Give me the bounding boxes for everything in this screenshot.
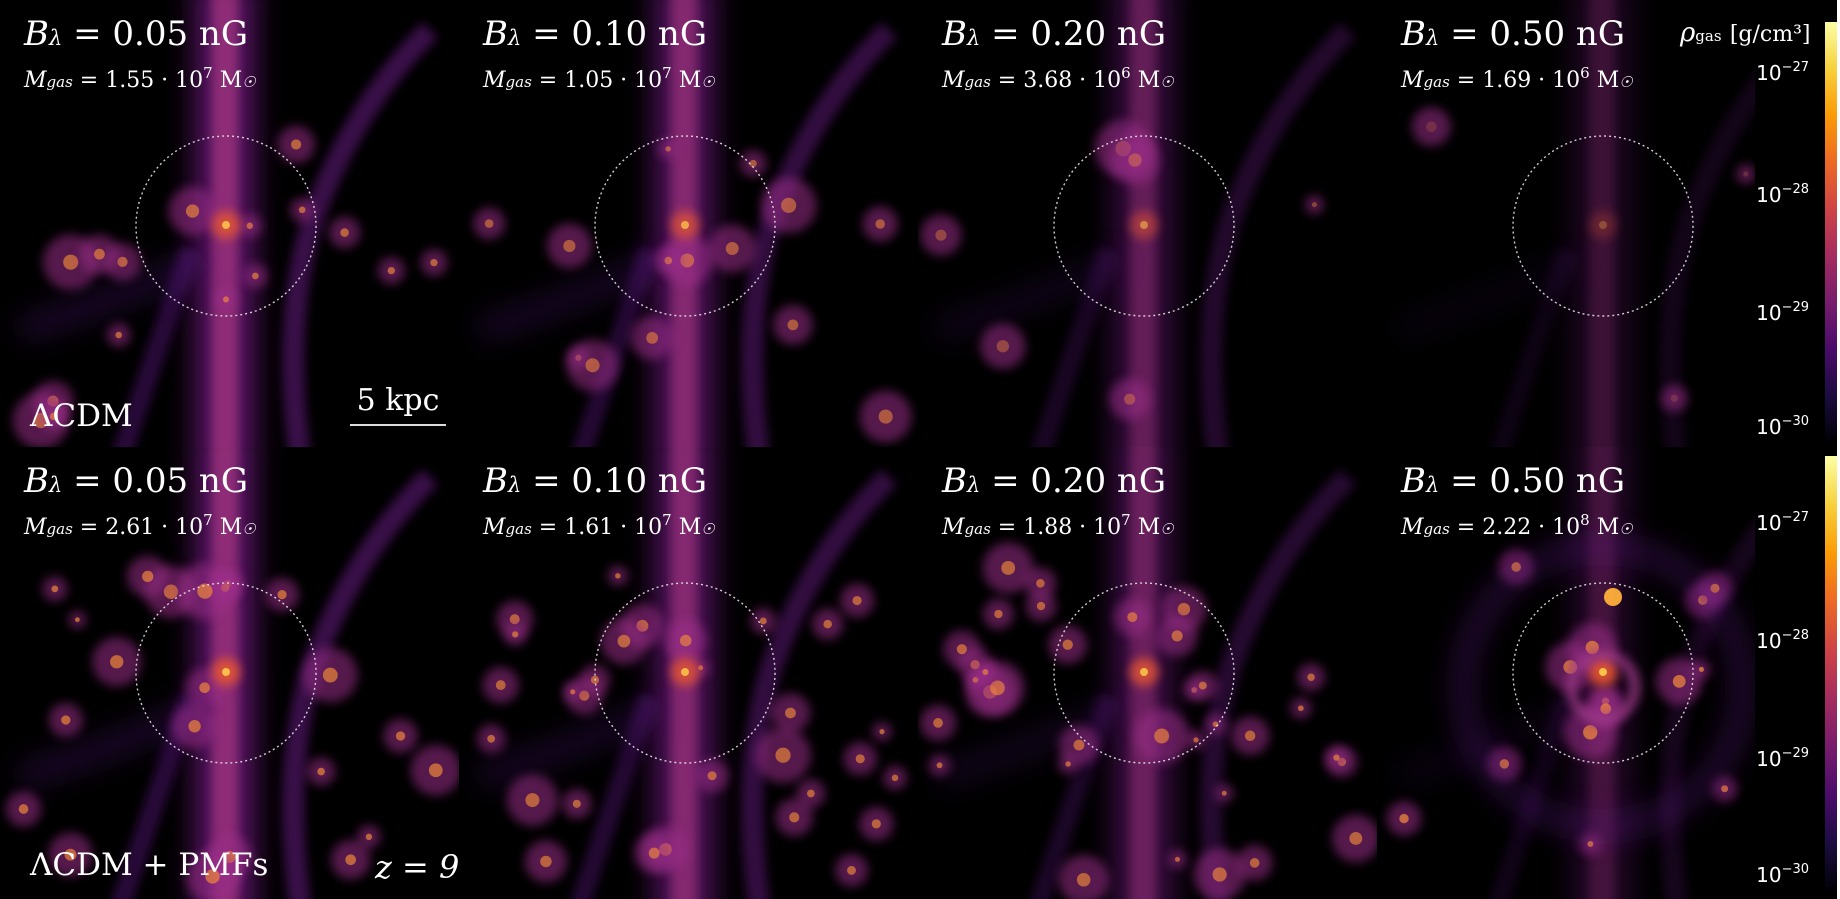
colorbar-tick: 10−30	[1756, 862, 1809, 887]
virial-radius-circle	[135, 582, 317, 764]
scale-bar-line	[350, 424, 446, 426]
field-strength-label: Bλ = 0.50 nG	[1401, 461, 1625, 501]
panel-lcdm-b020: Bλ = 0.20 nG Mgas = 3.68 · 106 M☉	[918, 0, 1378, 452]
field-strength-label: Bλ = 0.05 nG	[24, 461, 248, 501]
colorbar-title: ρgas [g/cm³]	[1680, 18, 1811, 48]
panel-pmf-b020: Bλ = 0.20 nG Mgas = 1.88 · 107 M☉	[918, 447, 1378, 899]
density-map	[920, 0, 1356, 452]
panel-lcdm-b010: Bλ = 0.10 nG Mgas = 1.05 · 107 M☉	[459, 0, 919, 452]
row-label-pmf: ΛCDM + PMFs	[30, 847, 269, 883]
virial-radius-circle	[1053, 135, 1235, 317]
colorbar-tick: 10−29	[1756, 746, 1809, 771]
density-map	[13, 0, 448, 452]
colorbar-tick: 10−30	[1756, 414, 1809, 439]
panel-pmf-b005: Bλ = 0.05 nG Mgas = 2.61 · 107 M☉ ΛCDM +…	[0, 447, 460, 899]
gas-mass-label: Mgas = 1.61 · 107 M☉	[483, 511, 715, 540]
virial-radius-circle	[594, 582, 776, 764]
gas-mass-label: Mgas = 1.55 · 107 M☉	[24, 64, 256, 93]
field-strength-label: Bλ = 0.05 nG	[24, 14, 248, 54]
panel-pmf-b010: Bλ = 0.10 nG Mgas = 1.61 · 107 M☉	[459, 447, 919, 899]
virial-radius-circle	[1512, 135, 1694, 317]
density-map	[1386, 447, 1815, 899]
colorbar-panel-top: 10−27 10−28 10−29 10−30	[1755, 0, 1829, 452]
field-strength-label: Bλ = 0.10 nG	[483, 461, 707, 501]
virial-radius-circle	[594, 135, 776, 317]
colorbar-tick: 10−28	[1756, 182, 1809, 207]
gas-mass-label: Mgas = 1.69 · 106 M☉	[1401, 64, 1633, 93]
gas-mass-label: Mgas = 2.22 · 108 M☉	[1401, 511, 1633, 540]
redshift-label: z = 9	[375, 848, 460, 886]
density-map	[5, 447, 460, 899]
virial-radius-circle	[135, 135, 317, 317]
gas-mass-label: Mgas = 3.68 · 106 M☉	[942, 64, 1174, 93]
gas-mass-label: Mgas = 1.88 · 107 M☉	[942, 511, 1174, 540]
field-strength-label: Bλ = 0.20 nG	[942, 461, 1166, 501]
colorbar-tick: 10−29	[1756, 300, 1809, 325]
scale-bar-label: 5 kpc	[356, 383, 440, 418]
field-strength-label: Bλ = 0.10 nG	[483, 14, 707, 54]
field-strength-label: Bλ = 0.20 nG	[942, 14, 1166, 54]
scale-bar: 5 kpc	[350, 383, 446, 426]
colorbar-tick: 10−27	[1756, 60, 1809, 85]
density-map	[920, 447, 1378, 899]
panel-lcdm-b005: Bλ = 0.05 nG Mgas = 1.55 · 107 M☉ ΛCDM 5…	[0, 0, 460, 452]
colorbar-tick: 10−28	[1756, 628, 1809, 653]
gas-mass-label: Mgas = 2.61 · 107 M☉	[24, 511, 256, 540]
virial-radius-circle	[1512, 582, 1694, 764]
colorbar-tick: 10−27	[1756, 510, 1809, 535]
gas-mass-label: Mgas = 1.05 · 107 M☉	[483, 64, 715, 93]
density-map	[473, 0, 912, 452]
field-strength-label: Bλ = 0.50 nG	[1401, 14, 1625, 54]
row-label-lcdm: ΛCDM	[30, 398, 133, 434]
colorbar-panel-bottom: 10−27 10−28 10−29 10−30	[1755, 452, 1829, 899]
virial-radius-circle	[1053, 582, 1235, 764]
colorbar-gradient-top	[1825, 22, 1837, 442]
colorbar-gradient-bottom	[1825, 456, 1837, 892]
density-map	[475, 447, 907, 899]
